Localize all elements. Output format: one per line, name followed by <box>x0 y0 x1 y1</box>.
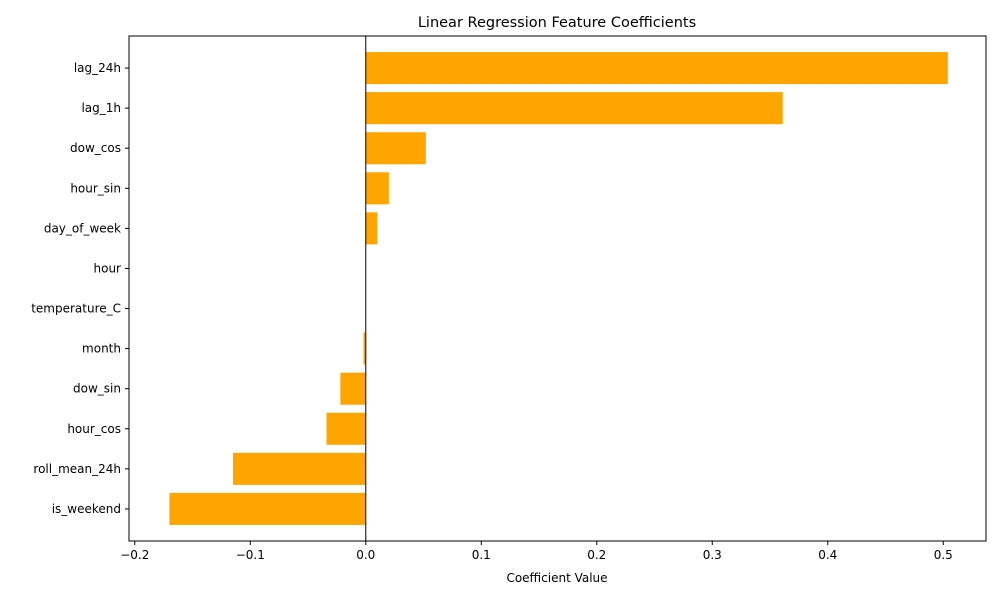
bar-month <box>363 332 366 365</box>
chart-title: Linear Regression Feature Coefficients <box>418 15 696 31</box>
plot-frame <box>128 35 987 542</box>
bars-group <box>169 52 948 525</box>
x-axis-label: Coefficient Value <box>506 571 607 585</box>
x-tick-label: 0.4 <box>818 548 837 562</box>
y-tick-label: day_of_week <box>44 221 121 235</box>
y-tick-label: dow_sin <box>73 382 121 396</box>
bar-day-of-week <box>365 212 378 245</box>
x-tick-label: −0.1 <box>236 548 265 562</box>
bar-hour-cos <box>326 412 366 445</box>
x-tick-label: 0.1 <box>472 548 491 562</box>
y-axis-ticks: lag_24h lag_1h dow_cos hour_sin day_of_weekh… <box>31 61 129 516</box>
bar-dow-sin <box>340 372 366 405</box>
bar-roll-mean-24h <box>232 452 366 485</box>
y-tick-label: roll_mean_24h <box>33 462 121 476</box>
y-tick-label: dow_cos <box>70 141 121 155</box>
bar-is-weekend <box>169 492 366 525</box>
y-tick-label: hour_sin <box>70 181 121 195</box>
bar-dow-cos <box>365 132 426 165</box>
bar-hour-sin <box>365 172 389 205</box>
bar-lag-1h <box>365 92 783 125</box>
y-tick-label: is_weekend <box>52 502 121 516</box>
y-tick-label: month <box>82 342 121 356</box>
x-tick-label: 0.2 <box>587 548 606 562</box>
bar-lag-24h <box>365 52 948 85</box>
y-tick-label: hour_cos <box>67 422 121 436</box>
y-tick-label: lag_1h <box>81 101 121 115</box>
x-tick-label: 0.0 <box>356 548 375 562</box>
x-axis-ticks: −0.2 −0.1 0.0 0.1 0.2 0.3 0.4 0.5 <box>120 541 953 562</box>
y-tick-label: temperature_C <box>31 302 121 316</box>
y-tick-label: hour <box>94 261 122 275</box>
y-tick-label: lag_24h <box>74 61 121 75</box>
x-tick-label: −0.2 <box>120 548 149 562</box>
x-tick-label: 0.5 <box>934 548 953 562</box>
x-tick-label: 0.3 <box>703 548 722 562</box>
